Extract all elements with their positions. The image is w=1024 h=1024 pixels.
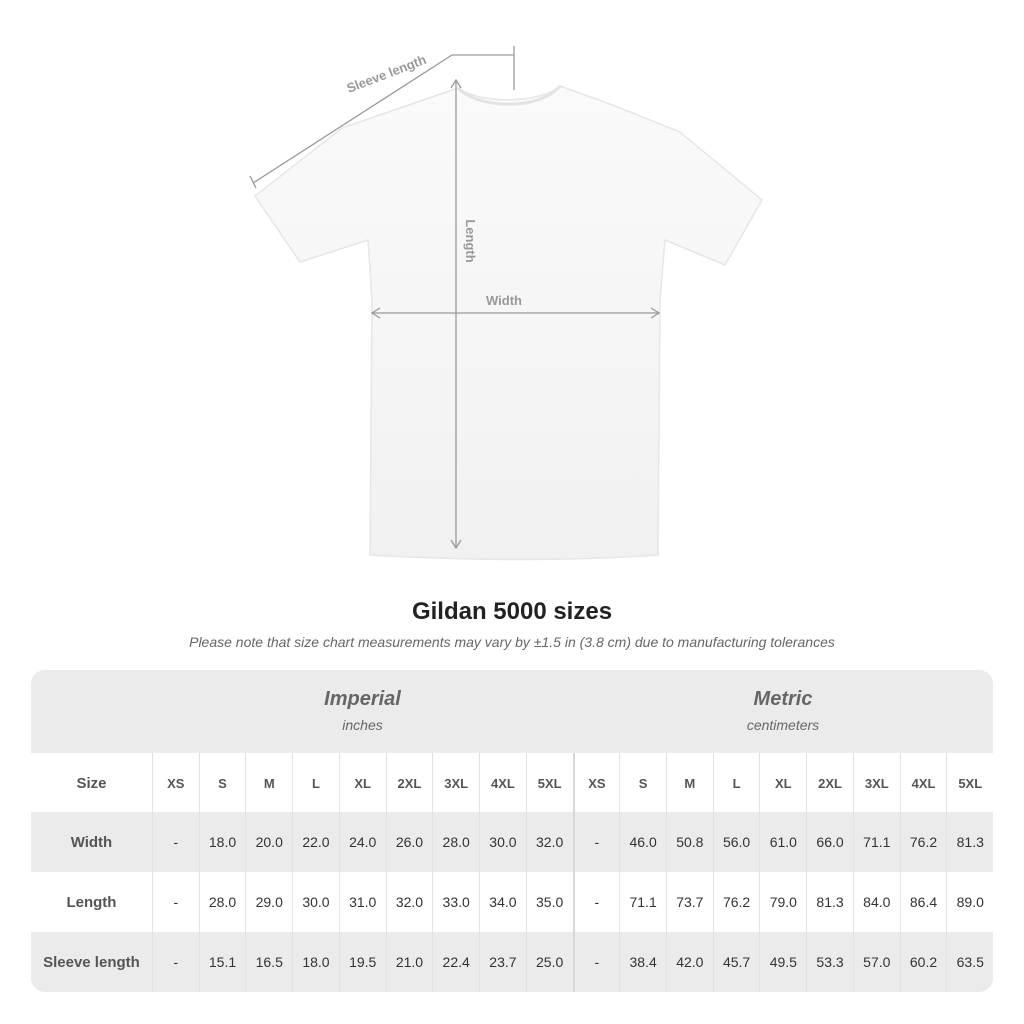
row-label: Width: [70, 833, 113, 851]
size-header-cell: 3XL: [852, 753, 900, 813]
value-cell: -: [151, 812, 199, 872]
size-header-cell: 4XL: [479, 753, 526, 813]
row-label: Size: [76, 774, 107, 792]
value-cell: -: [151, 932, 199, 992]
value-cell: -: [151, 872, 199, 932]
value-cell: 71.1: [852, 812, 900, 872]
value-cell: 81.3: [806, 872, 853, 932]
value-cell: 22.4: [432, 932, 479, 992]
row-label: Length: [66, 893, 117, 911]
value-cell: 66.0: [806, 812, 853, 872]
imperial-title: Imperial: [324, 688, 401, 710]
size-header-row: Size XS S M L XL 2XL 3XL 4XL 5XL XS S M L XL 2XL 3XL 4XL 5…: [31, 753, 993, 813]
value-cell: 46.0: [619, 812, 666, 872]
value-cell: 49.5: [759, 932, 806, 992]
length-label: Length: [463, 219, 478, 262]
value-cell: 63.5: [946, 932, 993, 992]
imperial-header: Imperial inches: [152, 670, 573, 753]
size-table: Imperial inches Metric centimeters Size X…: [31, 670, 993, 992]
value-cell: 30.0: [292, 872, 339, 932]
value-cell: 20.0: [245, 812, 292, 872]
value-cell: 26.0: [385, 812, 433, 872]
tolerance-note: Please note that size chart measurements…: [189, 634, 835, 650]
table-row: Width -18.0 20.0 22.0 24.0 26.0 28.0 30.0 32.0-4…: [31, 812, 993, 872]
imperial-unit: inches: [342, 717, 383, 733]
value-cell: 30.0: [479, 812, 526, 872]
value-cell: -: [572, 872, 620, 932]
size-header-cell: L: [292, 753, 339, 813]
size-header-cell: M: [245, 753, 292, 813]
value-cell: 84.0: [852, 872, 900, 932]
value-cell: 60.2: [899, 932, 947, 992]
size-header-cell: XS: [151, 753, 199, 813]
size-header-cell: M: [665, 753, 713, 813]
sleeve-length-line: [252, 54, 453, 184]
size-header-cell: XS: [572, 753, 620, 813]
value-cell: 35.0: [525, 872, 573, 932]
value-cell: 86.4: [899, 872, 947, 932]
value-cell: 23.7: [479, 932, 526, 992]
size-header-cell: S: [198, 753, 246, 813]
value-cell: 76.2: [899, 812, 947, 872]
size-header-cell: XL: [759, 753, 806, 813]
value-cell: 34.0: [479, 872, 526, 932]
value-cell: 57.0: [852, 932, 900, 992]
size-header-cell: 5XL: [525, 753, 573, 813]
value-cell: 22.0: [292, 812, 339, 872]
value-cell: 53.3: [806, 932, 853, 992]
size-header-cell: 5XL: [946, 753, 993, 813]
width-label: Width: [486, 293, 522, 308]
size-header-cell: 2XL: [806, 753, 853, 813]
size-header-cell: 3XL: [432, 753, 479, 813]
metric-header: Metric centimeters: [573, 670, 993, 753]
value-cell: 61.0: [759, 812, 806, 872]
size-header-cell: S: [619, 753, 666, 813]
value-cell: 76.2: [712, 872, 760, 932]
value-cell: 29.0: [245, 872, 292, 932]
value-cell: 71.1: [619, 872, 666, 932]
value-cell: 79.0: [759, 872, 806, 932]
value-cell: -: [572, 932, 620, 992]
value-cell: 32.0: [525, 812, 573, 872]
value-cell: 33.0: [432, 872, 479, 932]
metric-title: Metric: [753, 688, 813, 710]
value-cell: 24.0: [338, 812, 386, 872]
value-cell: 73.7: [665, 872, 713, 932]
size-header-cell: 2XL: [385, 753, 433, 813]
value-cell: 28.0: [198, 872, 246, 932]
table-row: Length -28.0 29.0 30.0 31.0 32.0 33.0 34.0 35.0-…: [31, 872, 993, 932]
metric-unit: centimeters: [746, 717, 820, 733]
value-cell: 25.0: [525, 932, 573, 992]
value-cell: 19.5: [338, 932, 386, 992]
size-header-cell: L: [712, 753, 760, 813]
size-header-cell: XL: [338, 753, 386, 813]
value-cell: 21.0: [385, 932, 433, 992]
value-cell: 15.1: [198, 932, 246, 992]
value-cell: 89.0: [946, 872, 993, 932]
value-cell: 31.0: [338, 872, 386, 932]
value-cell: 16.5: [245, 932, 292, 992]
sleeve-length-label: Sleeve length: [345, 52, 429, 96]
tshirt-shape: [253, 85, 763, 561]
value-cell: 28.0: [432, 812, 479, 872]
value-cell: 18.0: [292, 932, 339, 992]
value-cell: 45.7: [712, 932, 760, 992]
value-cell: 18.0: [198, 812, 246, 872]
value-cell: -: [572, 812, 620, 872]
tshirt-diagram: Sleeve length Length Width: [249, 46, 763, 561]
row-label: Sleeve length: [43, 953, 140, 971]
value-cell: 81.3: [946, 812, 993, 872]
value-cell: 38.4: [619, 932, 666, 992]
value-cell: 42.0: [665, 932, 713, 992]
page-title: Gildan 5000 sizes: [411, 598, 613, 625]
table-row: Sleeve length -15.1 16.5 18.0 19.5 21.0 22.4 23…: [31, 932, 993, 992]
value-cell: 32.0: [385, 872, 433, 932]
value-cell: 50.8: [665, 812, 713, 872]
value-cell: 56.0: [712, 812, 760, 872]
size-header-cell: 4XL: [899, 753, 947, 813]
